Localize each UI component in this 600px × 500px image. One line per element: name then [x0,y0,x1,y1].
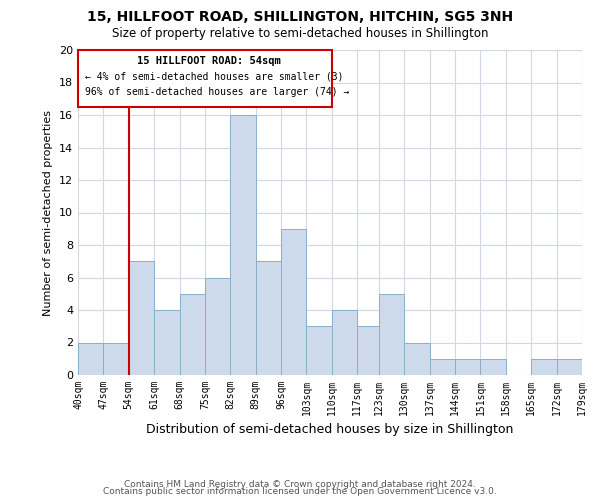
Bar [379,294,404,375]
Y-axis label: Number of semi-detached properties: Number of semi-detached properties [43,110,53,316]
Bar [129,261,154,375]
Text: 15 HILLFOOT ROAD: 54sqm: 15 HILLFOOT ROAD: 54sqm [137,56,280,66]
Bar [205,278,230,375]
Bar [307,326,332,375]
FancyBboxPatch shape [78,50,332,107]
Bar [357,326,379,375]
Text: Contains public sector information licensed under the Open Government Licence v3: Contains public sector information licen… [103,488,497,496]
Text: 96% of semi-detached houses are larger (74) →: 96% of semi-detached houses are larger (… [85,88,350,98]
Bar [103,342,129,375]
Bar [531,359,557,375]
Text: ← 4% of semi-detached houses are smaller (3): ← 4% of semi-detached houses are smaller… [85,71,344,81]
Bar [404,342,430,375]
Text: 15, HILLFOOT ROAD, SHILLINGTON, HITCHIN, SG5 3NH: 15, HILLFOOT ROAD, SHILLINGTON, HITCHIN,… [87,10,513,24]
Bar [430,359,455,375]
Bar [557,359,582,375]
Text: Size of property relative to semi-detached houses in Shillington: Size of property relative to semi-detach… [112,28,488,40]
Text: Contains HM Land Registry data © Crown copyright and database right 2024.: Contains HM Land Registry data © Crown c… [124,480,476,489]
X-axis label: Distribution of semi-detached houses by size in Shillington: Distribution of semi-detached houses by … [146,424,514,436]
Bar [332,310,357,375]
Bar [179,294,205,375]
Bar [281,229,307,375]
Bar [481,359,506,375]
Bar [78,342,103,375]
Bar [455,359,481,375]
Bar [154,310,179,375]
Bar [230,115,256,375]
Bar [256,261,281,375]
